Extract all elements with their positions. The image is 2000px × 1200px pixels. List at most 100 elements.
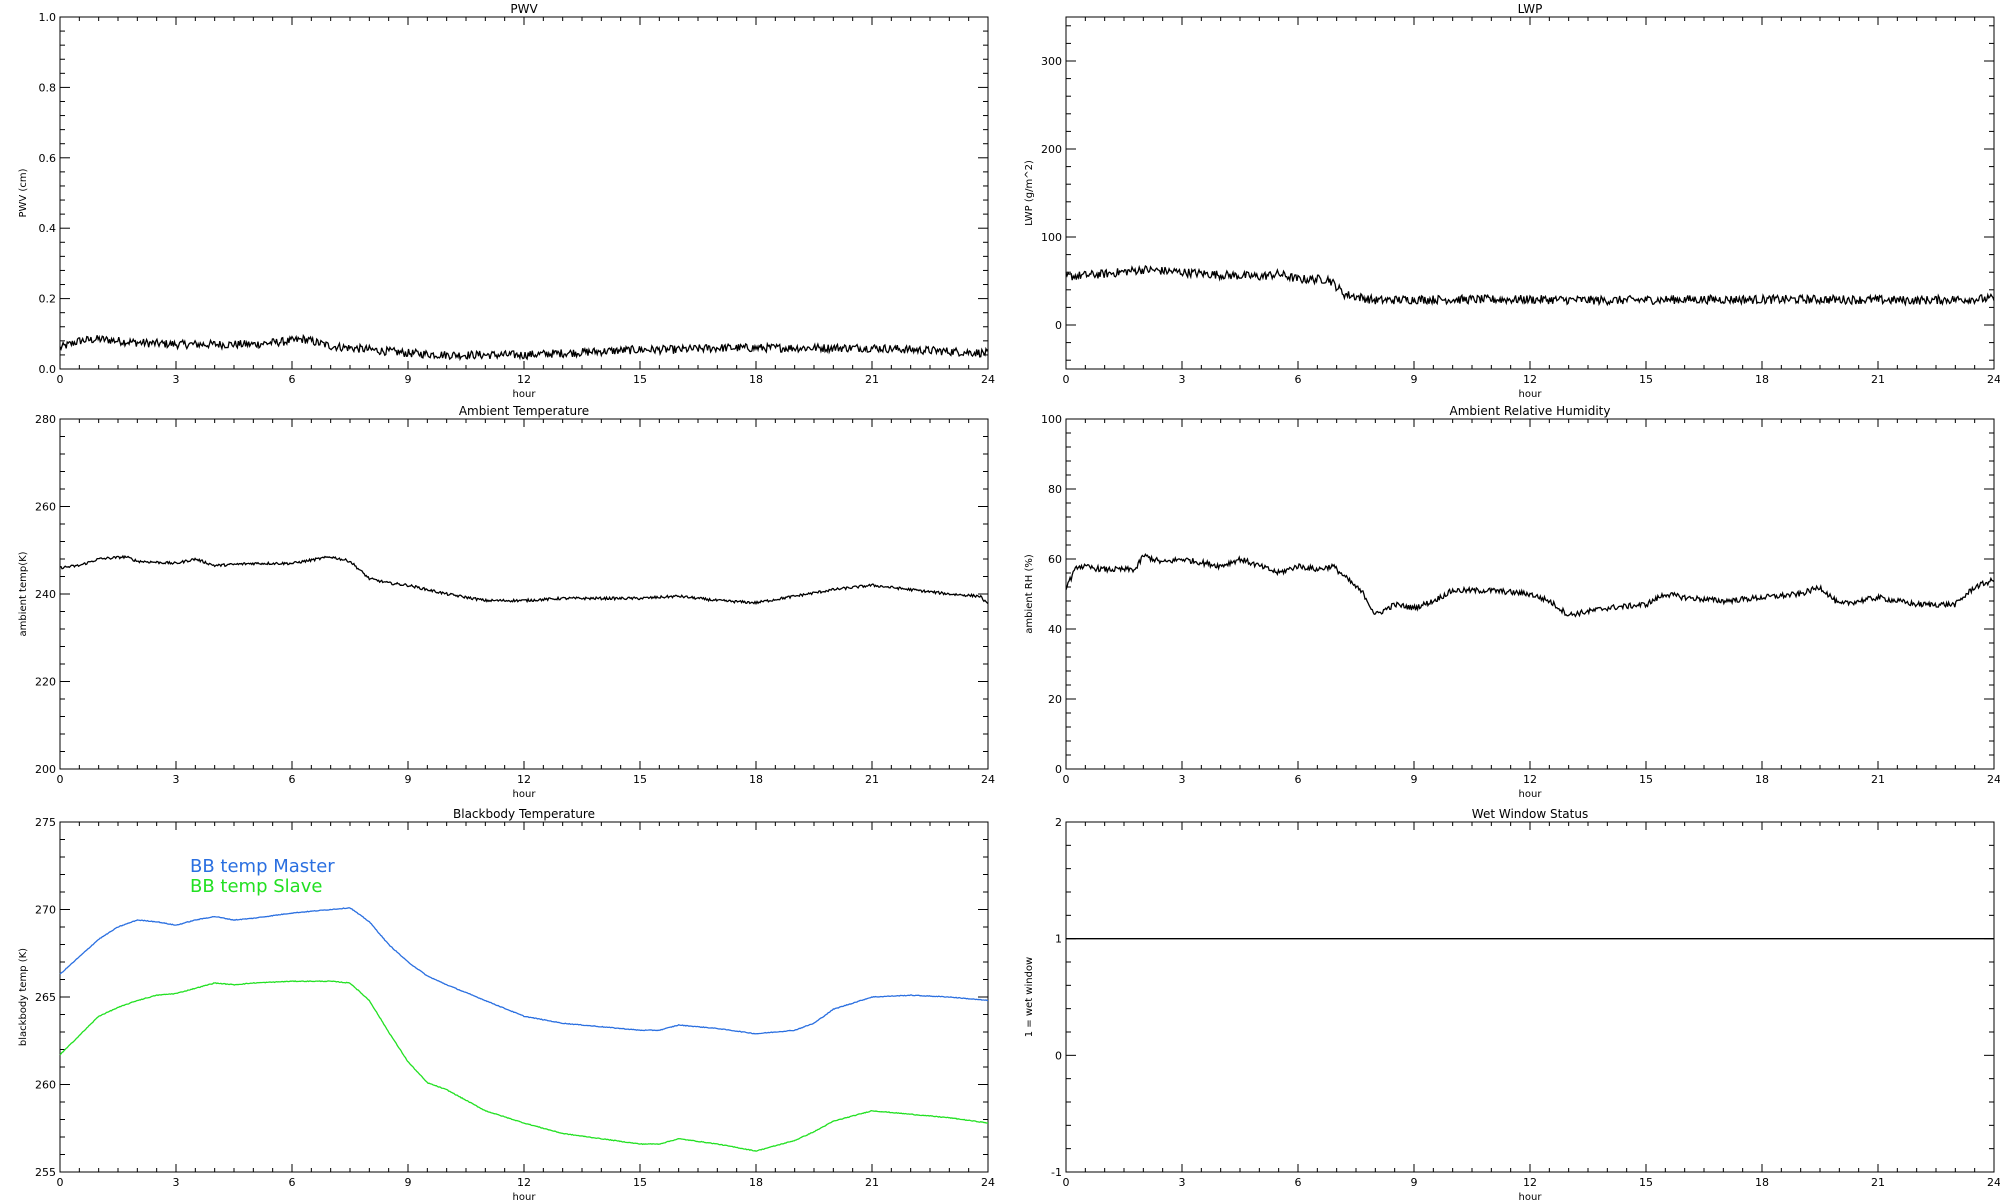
series-line-0 — [1065, 264, 1995, 307]
chart-title: LWP — [1518, 2, 1543, 16]
y-tick-label: 260 — [35, 501, 56, 514]
x-tick-label: 12 — [1523, 1176, 1537, 1189]
y-tick-label: 275 — [35, 816, 56, 829]
x-tick-label: 21 — [865, 373, 879, 386]
legend-entry: BB temp Slave — [190, 876, 322, 897]
plot-frame — [59, 418, 989, 770]
y-tick-label: 200 — [1041, 143, 1062, 156]
y-tick-label: 0.8 — [39, 81, 57, 94]
y-tick-label: 280 — [35, 413, 56, 426]
x-tick-label: 18 — [1755, 773, 1769, 786]
x-tick-label: 18 — [1755, 373, 1769, 386]
y-tick-label: 240 — [35, 588, 56, 601]
x-tick-label: 15 — [1639, 373, 1653, 386]
y-tick-label: 0.2 — [39, 293, 57, 306]
x-tick-label: 21 — [865, 1176, 879, 1189]
x-tick-label: 21 — [865, 773, 879, 786]
y-tick-label: 0 — [1055, 1049, 1062, 1062]
x-tick-label: 3 — [1179, 773, 1186, 786]
chart-ambient-rh: Ambient Relative Humidity hour ambient RH … — [1024, 404, 2000, 800]
x-tick-label: 6 — [1295, 773, 1302, 786]
chart-blackbody-temp: Blackbody Temperature hour blackbody temp … — [18, 807, 995, 1200]
x-tick-label: 24 — [981, 1176, 995, 1189]
x-tick-label: 21 — [1871, 373, 1885, 386]
plot-frame — [1065, 821, 1995, 1173]
x-tick-label: 21 — [1871, 773, 1885, 786]
x-tick-label: 12 — [517, 373, 531, 386]
y-tick-label: 265 — [35, 991, 56, 1004]
x-tick-label: 24 — [981, 773, 995, 786]
x-tick-label: 6 — [289, 773, 296, 786]
x-tick-label: 12 — [517, 773, 531, 786]
x-tick-label: 0 — [1063, 373, 1070, 386]
y-tick-label: 1.0 — [39, 11, 57, 24]
y-tick-label: 220 — [35, 676, 56, 689]
series-line-0 — [59, 554, 989, 606]
y-tick-label: 255 — [35, 1166, 56, 1179]
x-tick-label: 24 — [981, 373, 995, 386]
x-axis-label: hour — [1519, 789, 1543, 800]
chart-title: Wet Window Status — [1472, 807, 1588, 821]
chart-title: PWV — [510, 2, 538, 16]
x-tick-label: 18 — [1755, 1176, 1769, 1189]
x-tick-label: 3 — [173, 373, 180, 386]
chart-lwp: LWP hour LWP (g/m^2) 0 3 6 9 12 15 18 21 24 0 100 200 3… — [1024, 2, 2000, 400]
y-tick-label: 200 — [35, 763, 56, 776]
chart-ambient-temp: Ambient Temperature hour ambient temp(K) 0 3… — [18, 404, 995, 800]
chart-pwv: PWV hour PWV (cm) 0 3 6 9 12 15 18 21 24 0.0 0.2 0.4 0.… — [18, 2, 995, 400]
y-tick-label: 260 — [35, 1079, 56, 1092]
y-tick-label: 80 — [1048, 483, 1062, 496]
y-tick-label: 0 — [1055, 763, 1062, 776]
y-tick-label: 100 — [1041, 231, 1062, 244]
series-line-1 — [59, 980, 989, 1152]
plot-frame — [59, 16, 989, 370]
y-axis-label: blackbody temp (K) — [18, 948, 29, 1046]
x-tick-label: 18 — [749, 1176, 763, 1189]
x-tick-label: 3 — [1179, 373, 1186, 386]
x-axis-label: hour — [513, 389, 537, 400]
y-axis-label: ambient RH (%) — [1024, 554, 1035, 634]
x-tick-label: 9 — [405, 1176, 412, 1189]
x-tick-label: 15 — [633, 373, 647, 386]
y-tick-label: 60 — [1048, 553, 1062, 566]
x-tick-label: 24 — [1987, 773, 2000, 786]
x-tick-label: 9 — [405, 773, 412, 786]
series-line-0 — [1065, 552, 1995, 618]
x-tick-label: 15 — [1639, 773, 1653, 786]
x-axis-label: hour — [513, 1192, 537, 1200]
y-axis-label: 1 = wet window — [1024, 957, 1035, 1037]
x-tick-label: 0 — [1063, 773, 1070, 786]
x-tick-label: 12 — [517, 1176, 531, 1189]
x-tick-label: 3 — [173, 773, 180, 786]
y-tick-label: 2 — [1055, 816, 1062, 829]
x-axis-label: hour — [1519, 389, 1543, 400]
chart-title: Blackbody Temperature — [453, 807, 595, 821]
chart-title: Ambient Relative Humidity — [1450, 404, 1611, 418]
x-tick-label: 6 — [1295, 1176, 1302, 1189]
x-tick-label: 12 — [1523, 773, 1537, 786]
chart-wet-window: Wet Window Status hour 1 = wet window 0 3 6 9 1… — [1024, 807, 2000, 1200]
x-tick-label: 0 — [57, 773, 64, 786]
x-tick-label: 9 — [1411, 773, 1418, 786]
y-tick-label: 300 — [1041, 55, 1062, 68]
y-tick-label: 0.4 — [39, 222, 57, 235]
x-tick-label: 3 — [1179, 1176, 1186, 1189]
x-tick-label: 12 — [1523, 373, 1537, 386]
series-line-0 — [59, 333, 989, 362]
x-tick-label: 15 — [1639, 1176, 1653, 1189]
x-axis-label: hour — [1519, 1192, 1543, 1200]
x-tick-label: 18 — [749, 773, 763, 786]
y-tick-label: -1 — [1051, 1166, 1062, 1179]
y-tick-label: 270 — [35, 904, 56, 917]
y-tick-label: 0.6 — [39, 152, 57, 165]
y-axis-label: PWV (cm) — [18, 168, 29, 217]
y-axis-label: ambient temp(K) — [18, 551, 29, 636]
x-tick-label: 3 — [173, 1176, 180, 1189]
x-tick-label: 9 — [405, 373, 412, 386]
x-tick-label: 24 — [1987, 1176, 2000, 1189]
x-tick-label: 24 — [1987, 373, 2000, 386]
y-tick-label: 0.0 — [39, 363, 57, 376]
y-tick-label: 1 — [1055, 933, 1062, 946]
x-tick-label: 6 — [1295, 373, 1302, 386]
